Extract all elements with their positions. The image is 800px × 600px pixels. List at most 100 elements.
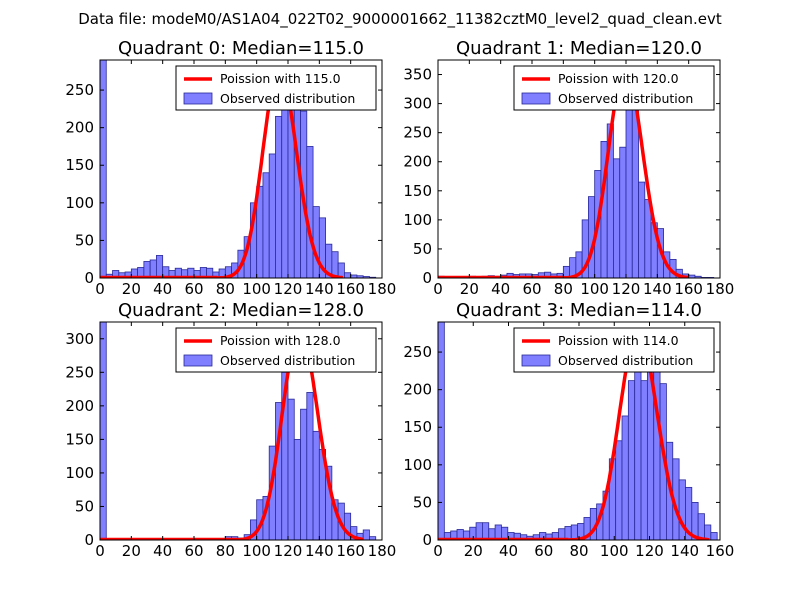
histogram-bar	[369, 536, 377, 540]
legend: Poission with 115.0 Observed distribution	[175, 65, 377, 111]
x-tick-label: 120	[274, 542, 303, 560]
histogram-bar	[619, 146, 627, 278]
histogram-bar	[262, 172, 270, 278]
x-tick-label: 0	[95, 280, 105, 298]
x-tick-label: 60	[184, 280, 203, 298]
y-tick-label: 100	[403, 456, 432, 474]
legend-label-poisson: Poission with 115.0	[220, 71, 341, 86]
y-tick-label: 350	[403, 66, 432, 84]
histogram-bar	[631, 109, 639, 278]
y-tick-label: 150	[403, 418, 432, 436]
histogram-bar	[482, 522, 490, 540]
histogram-bar	[275, 115, 283, 278]
histogram-bar	[653, 351, 661, 540]
histogram-bar	[438, 322, 445, 540]
quadrant-3-title: Quadrant 3: Median=114.0	[456, 300, 702, 321]
y-tick-label: 50	[413, 493, 432, 511]
x-tick-label: 20	[122, 280, 141, 298]
quadrant-1-panel: Quadrant 1: Median=120.00 20 40 60 80 100 120 1…	[403, 38, 734, 298]
x-tick-label: 60	[534, 542, 553, 560]
x-tick-label: 100	[242, 280, 271, 298]
quadrant-2-title: Quadrant 2: Median=128.0	[118, 300, 364, 321]
histogram-bar	[143, 261, 151, 278]
y-tick-label: 150	[403, 182, 432, 200]
histogram-bar	[331, 251, 339, 278]
histogram-bar	[281, 104, 289, 278]
histogram-bar	[475, 522, 483, 540]
quadrant-3-panel: Quadrant 3: Median=114.0 0 20 40 60 80 100 120 1…	[403, 300, 734, 560]
axes-frame	[99, 321, 383, 541]
x-tick-label: 80	[216, 280, 235, 298]
x-tick-label: 120	[635, 542, 664, 560]
histogram-bar	[678, 479, 686, 540]
x-tick-label: 40	[499, 542, 518, 560]
legend-label-observed: Observed distribution	[558, 91, 693, 106]
x-tick-label: 80	[216, 542, 235, 560]
y-tick-label: 50	[75, 497, 94, 515]
x-tick-label: 160	[336, 542, 365, 560]
quadrant-0-title: Quadrant 0: Median=115.0	[118, 38, 364, 59]
x-tick-label: 140	[643, 280, 672, 298]
histogram-bar	[293, 438, 301, 540]
x-tick-label: 140	[670, 542, 699, 560]
x-tick-label: 20	[460, 280, 479, 298]
x-tick-label: 0	[95, 542, 105, 560]
legend-label-observed: Observed distribution	[220, 353, 355, 368]
histogram-bar	[312, 206, 320, 278]
histogram-bar	[100, 322, 107, 540]
histogram-bar	[621, 415, 629, 540]
histogram-bar	[268, 153, 276, 278]
y-tick-label: 0	[84, 531, 94, 549]
histogram-bar	[312, 430, 320, 540]
legend-label-poisson: Poission with 120.0	[558, 71, 679, 86]
y-tick-label: 200	[65, 119, 94, 137]
histogram-bar	[697, 513, 705, 540]
y-tick-label: 300	[403, 95, 432, 113]
x-tick-label: 60	[522, 280, 541, 298]
y-tick-label: 150	[65, 156, 94, 174]
y-tick-label: 200	[403, 381, 432, 399]
histogram-bar	[300, 408, 308, 540]
y-tick-label: 250	[65, 363, 94, 381]
histogram-bar	[287, 398, 295, 540]
histogram-bar	[615, 440, 623, 540]
x-tick-label: 0	[433, 280, 443, 298]
x-tick-label: 100	[242, 542, 271, 560]
legend-label-poisson: Poission with 128.0	[220, 333, 341, 348]
x-tick-label: 160	[706, 542, 735, 560]
axes-frame	[99, 59, 383, 279]
legend: Poission with 120.0 Observed distribution	[513, 65, 715, 111]
x-tick-label: 60	[184, 542, 203, 560]
legend: Poission with 128.0 Observed distribution	[175, 327, 377, 373]
y-tick-label: 250	[65, 81, 94, 99]
x-tick-label: 180	[368, 542, 397, 560]
x-tick-label: 140	[305, 280, 334, 298]
legend-bar-swatch	[183, 92, 213, 105]
y-tick-label: 200	[65, 397, 94, 415]
quadrant-1-title: Quadrant 1: Median=120.0	[456, 38, 702, 59]
x-tick-label: 120	[612, 280, 641, 298]
histogram-bar	[625, 94, 633, 278]
y-tick-label: 50	[413, 240, 432, 258]
histogram-bar	[613, 158, 621, 278]
x-tick-label: 40	[153, 542, 172, 560]
y-tick-label: 250	[403, 343, 432, 361]
histogram-bar	[100, 60, 107, 278]
legend: Poission with 114.0 Observed distribution	[513, 327, 715, 373]
y-tick-label: 50	[75, 231, 94, 249]
x-tick-label: 0	[433, 542, 443, 560]
x-tick-label: 120	[274, 280, 303, 298]
y-tick-label: 150	[65, 430, 94, 448]
x-tick-label: 160	[674, 280, 703, 298]
x-tick-label: 100	[580, 280, 609, 298]
histogram-bar	[627, 380, 636, 540]
x-tick-label: 20	[122, 542, 141, 560]
legend-bar-swatch	[521, 354, 551, 367]
legend-bar-swatch	[183, 354, 213, 367]
y-tick-label: 100	[403, 211, 432, 229]
histogram-bar	[640, 380, 648, 540]
figure-suptitle: Data file: modeM0/AS1A04_022T02_90000016…	[78, 10, 722, 29]
histogram-bar	[155, 255, 164, 278]
histogram-bar	[343, 272, 352, 278]
